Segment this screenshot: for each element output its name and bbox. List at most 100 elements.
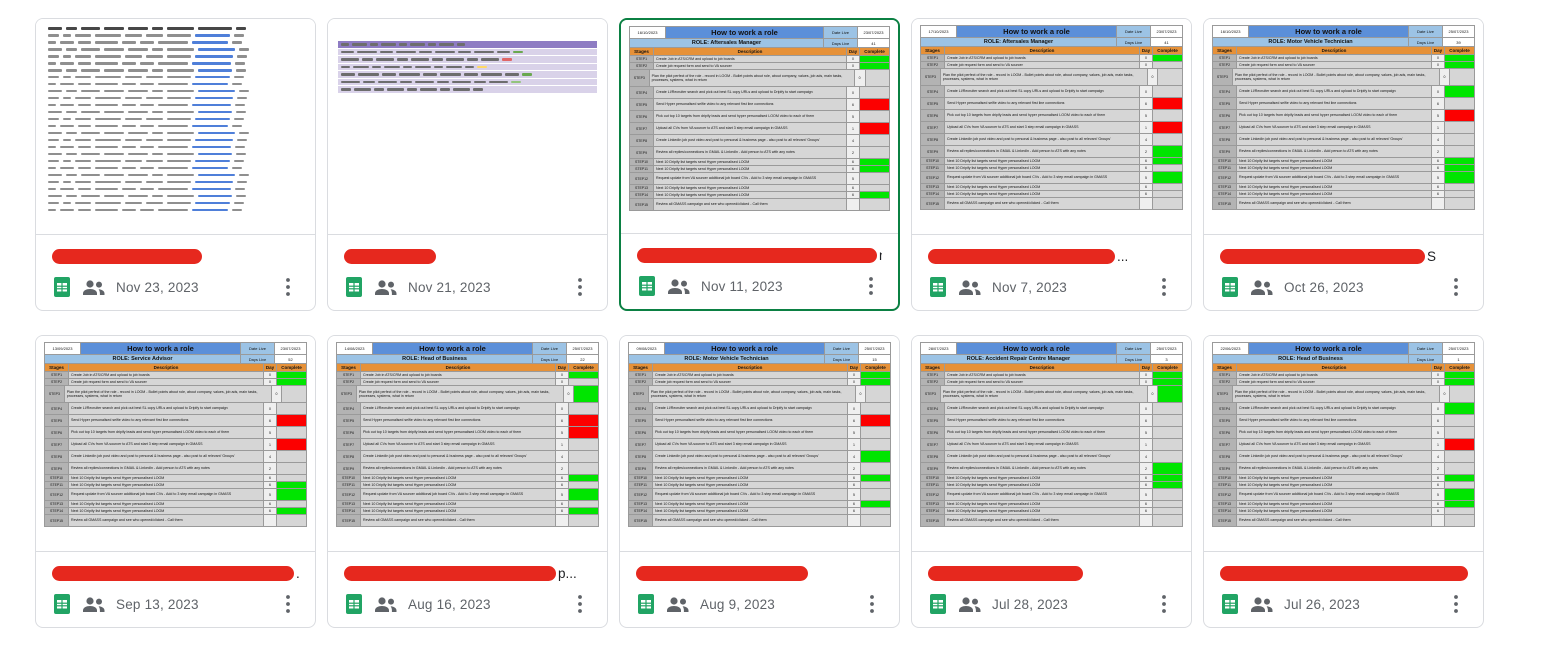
more-options-button[interactable] [861, 593, 883, 615]
file-card[interactable]: Nov 23, 2023 [35, 18, 316, 311]
file-card[interactable]: 13/09/2023 How to work a role Date Live 23/… [35, 335, 316, 628]
more-options-button[interactable] [1445, 593, 1467, 615]
file-thumbnail[interactable]: 28/07/2023 How to work a role Date Live 25/… [912, 336, 1191, 552]
days-live-value: 15 [859, 355, 891, 364]
step-day: 6 [1432, 98, 1445, 110]
step-status [1445, 55, 1475, 62]
step-label: STEP11 [1213, 165, 1237, 172]
step-day: 6 [1140, 98, 1153, 110]
step-label: STEP14 [45, 508, 69, 515]
file-meta-row: Jul 26, 2023 [1220, 593, 1467, 615]
sheets-icon [1220, 594, 1240, 614]
more-options-button[interactable] [1153, 593, 1175, 615]
step-description: Review all GMASS campaign and see who op… [945, 515, 1140, 527]
step-label: STEP9 [630, 147, 654, 159]
step-day: 0 [556, 403, 569, 415]
step-day: 0 [855, 386, 867, 403]
step-status [1153, 482, 1183, 489]
step-description: Next 10 Dripify list targets send Hyper … [945, 158, 1140, 165]
step-status [1158, 69, 1183, 86]
more-options-button[interactable] [1445, 276, 1467, 298]
shared-people-icon [82, 279, 106, 296]
step-day: 6 [1140, 508, 1153, 515]
step-label: STEP12 [629, 489, 653, 501]
more-options-button[interactable] [860, 275, 882, 297]
step-day [1432, 198, 1445, 210]
step-label: STEP4 [921, 403, 945, 415]
file-date: Nov 7, 2023 [992, 279, 1067, 295]
file-card[interactable]: 09/08/2023 How to work a role Date Live 25/… [619, 335, 900, 628]
step-status [277, 508, 307, 515]
file-thumbnail[interactable]: 14/08/2023 How to work a role Date Live 25/… [328, 336, 607, 552]
step-day: 6 [556, 482, 569, 489]
step-label: STEP5 [45, 415, 69, 427]
sheet-role: ROLE: Aftersales Manager [921, 38, 1117, 47]
file-date: Aug 9, 2023 [700, 596, 776, 612]
more-options-button[interactable] [569, 276, 591, 298]
shared-people-icon [374, 279, 398, 296]
sheet-header-cell: Description [1237, 364, 1432, 372]
file-card[interactable]: Nov 21, 2023 [327, 18, 608, 311]
step-day: 4 [556, 451, 569, 463]
step-label: STEP3 [921, 69, 941, 86]
file-card[interactable]: 16/10/2023 How to work a role Date Live 23/… [619, 18, 900, 311]
step-description: Create LinkedIn job post video and post … [69, 451, 264, 463]
step-day: 1 [847, 123, 860, 135]
step-day: 5 [847, 111, 860, 123]
step-day: 0 [1432, 379, 1445, 386]
file-card[interactable]: 28/07/2023 How to work a role Date Live 25/… [911, 335, 1192, 628]
date-live-value: 25/07/2023 [1443, 343, 1475, 355]
step-label: STEP14 [1213, 191, 1237, 198]
file-thumbnail[interactable]: 22/06/2023 How to work a role Date Live 25/… [1204, 336, 1483, 552]
file-thumbnail[interactable]: 09/08/2023 How to work a role Date Live 25/… [620, 336, 899, 552]
step-status [865, 70, 890, 87]
step-status [1445, 62, 1475, 69]
sheet-corner-date: 09/08/2023 [629, 343, 665, 355]
step-description: Review all replies/connections in GMAIL … [1237, 463, 1432, 475]
step-label: STEP13 [629, 501, 653, 508]
sheet-title: How to work a role [665, 343, 825, 355]
file-card[interactable]: 14/08/2023 How to work a role Date Live 25/… [327, 335, 608, 628]
step-label: STEP10 [337, 475, 361, 482]
more-options-button[interactable] [569, 593, 591, 615]
step-description: Upload all CVs from VA sourcer to ATS an… [654, 123, 847, 135]
step-status [1445, 98, 1475, 110]
step-day: 0 [1140, 372, 1153, 379]
step-day: 0 [1147, 69, 1159, 86]
step-day: 6 [1432, 158, 1445, 165]
file-thumbnail[interactable]: 16/10/2023 How to work a role Date Live 25/… [1204, 19, 1483, 235]
sheets-icon [52, 594, 72, 614]
step-status [1153, 439, 1183, 451]
step-label: STEP11 [630, 166, 654, 173]
file-card[interactable]: 16/10/2023 How to work a role Date Live 25/… [1203, 18, 1484, 311]
file-meta-row: Aug 9, 2023 [636, 593, 883, 615]
date-live-label: Date Live [1409, 343, 1443, 355]
file-thumbnail[interactable]: 17/10/2023 How to work a role Date Live 23/… [912, 19, 1191, 235]
date-live-value: 25/07/2023 [567, 343, 599, 355]
step-label: STEP10 [630, 159, 654, 166]
days-live-label: Days Live [1409, 355, 1443, 364]
step-day: 6 [848, 482, 861, 489]
step-label: STEP5 [629, 415, 653, 427]
step-day [1432, 515, 1445, 527]
file-card[interactable]: 22/06/2023 How to work a role Date Live 25/… [1203, 335, 1484, 628]
step-description: Request update from VA sourcer additiona… [1237, 172, 1432, 184]
step-status [1153, 415, 1183, 427]
step-status [1445, 191, 1475, 198]
more-options-button[interactable] [1153, 276, 1175, 298]
step-label: STEP10 [1213, 475, 1237, 482]
sheet-header-cell: Stages [630, 48, 654, 56]
step-label: STEP9 [1213, 146, 1237, 158]
step-label: STEP5 [1213, 415, 1237, 427]
more-options-button[interactable] [277, 276, 299, 298]
file-thumbnail[interactable] [36, 19, 315, 235]
step-label: STEP13 [921, 501, 945, 508]
file-card[interactable]: 17/10/2023 How to work a role Date Live 23/… [911, 18, 1192, 311]
file-thumbnail[interactable]: 13/09/2023 How to work a role Date Live 23/… [36, 336, 315, 552]
sheet-role: ROLE: Motor Vehicle Technician [629, 355, 825, 364]
file-thumbnail[interactable] [328, 19, 607, 235]
step-description: Request update from VA sourcer additiona… [69, 489, 264, 501]
file-thumbnail[interactable]: 16/10/2023 How to work a role Date Live 23/… [621, 20, 898, 234]
step-status [277, 403, 307, 415]
more-options-button[interactable] [277, 593, 299, 615]
